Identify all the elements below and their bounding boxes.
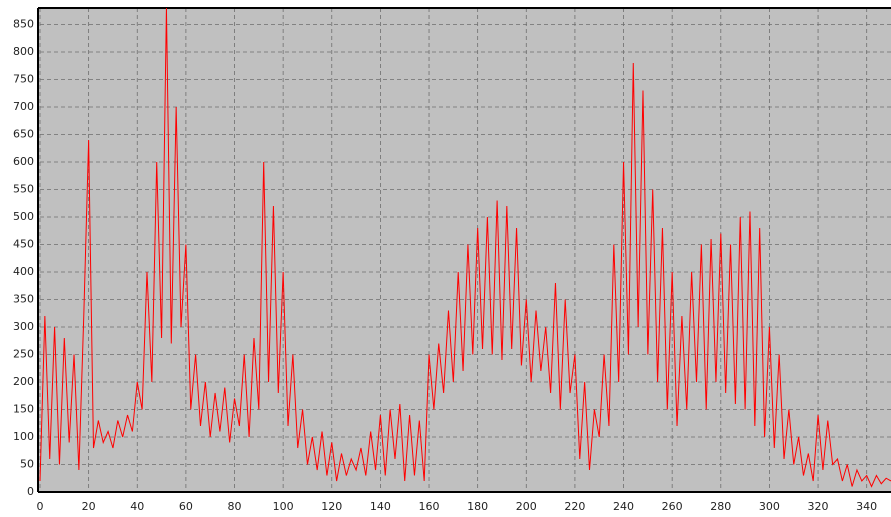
data-line <box>39 7 891 488</box>
x-tick-label: 340 <box>856 500 877 513</box>
x-tick-label: 20 <box>82 500 96 513</box>
x-tick-label: 200 <box>516 500 537 513</box>
y-tick-label: 850 <box>13 18 34 31</box>
y-tick-label: 450 <box>13 238 34 251</box>
y-tick-label: 50 <box>20 458 34 471</box>
y-tick-label: 750 <box>13 73 34 86</box>
x-tick-label: 40 <box>130 500 144 513</box>
y-tick-label: 700 <box>13 100 34 113</box>
x-tick-label: 0 <box>37 500 44 513</box>
y-tick-label: 600 <box>13 155 34 168</box>
x-tick-label: 220 <box>564 500 585 513</box>
x-tick-label: 80 <box>228 500 242 513</box>
plot-area <box>38 8 891 492</box>
y-tick-label: 800 <box>13 45 34 58</box>
x-tick-label: 260 <box>662 500 683 513</box>
y-tick-label: 400 <box>13 265 34 278</box>
y-tick-label: 200 <box>13 375 34 388</box>
x-tick-label: 100 <box>273 500 294 513</box>
y-tick-label: 0 <box>27 485 34 498</box>
y-tick-label: 650 <box>13 128 34 141</box>
x-tick-label: 140 <box>370 500 391 513</box>
y-tick-label: 350 <box>13 293 34 306</box>
x-tick-label: 280 <box>710 500 731 513</box>
y-tick-label: 100 <box>13 430 34 443</box>
x-tick-label: 300 <box>759 500 780 513</box>
y-tick-label: 500 <box>13 210 34 223</box>
x-tick-label: 320 <box>808 500 829 513</box>
x-tick-label: 120 <box>321 500 342 513</box>
x-tick-label: 160 <box>419 500 440 513</box>
x-tick-label: 240 <box>613 500 634 513</box>
x-tick-label: 180 <box>467 500 488 513</box>
y-tick-label: 150 <box>13 403 34 416</box>
y-tick-label: 550 <box>13 183 34 196</box>
y-tick-label: 300 <box>13 320 34 333</box>
x-tick-label: 60 <box>179 500 193 513</box>
y-tick-label: 250 <box>13 348 34 361</box>
